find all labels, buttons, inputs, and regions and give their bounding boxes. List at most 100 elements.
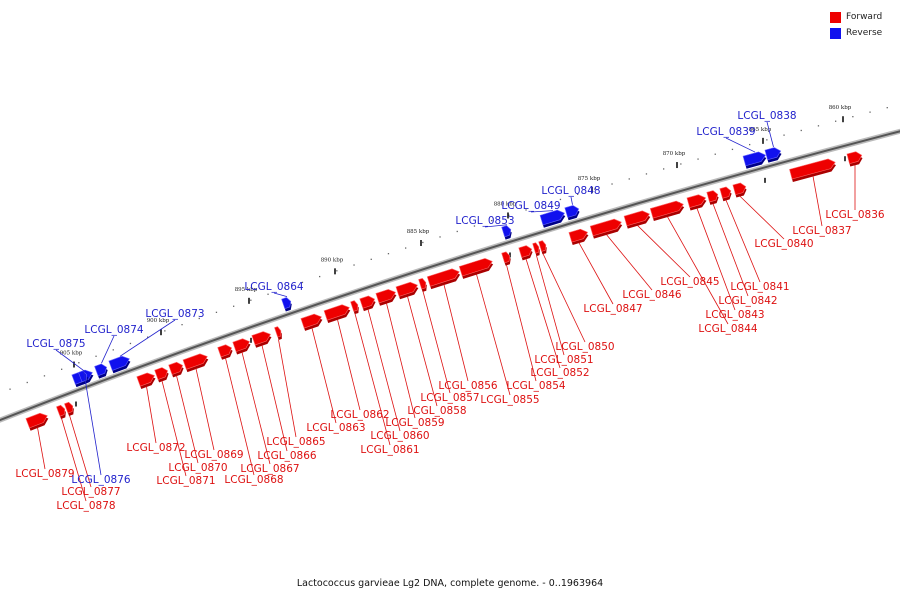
gene-label: LCGL_0858 [407,405,466,417]
leader-line [278,339,297,438]
gene-LCGL_0846[interactable] [589,217,623,239]
gene-LCGL_0842[interactable] [706,190,720,205]
gene-body [518,245,533,258]
gene-LCGL_0878[interactable] [56,404,67,419]
leader-line [578,242,614,305]
minor-tick [611,183,613,185]
gene-LCGL_0867[interactable] [232,337,252,355]
gene-body [719,186,732,199]
leader-line [101,335,115,364]
gene-LCGL_0865[interactable] [274,326,284,340]
minor-tick [164,330,166,332]
minor-tick [731,148,734,151]
gene-label: LCGL_0848 [541,185,600,197]
gene-label: LCGL_0869 [184,449,243,461]
leader-line [354,313,391,446]
gene-label: LCGL_0839 [696,126,755,138]
gene-LCGL_0843[interactable] [686,193,708,211]
minor-tick [439,236,441,238]
gene-label: LCGL_0866 [257,450,316,462]
gene-LCGL_0858[interactable] [395,280,420,300]
gene-LCGL_0868[interactable] [217,343,235,360]
gene-LCGL_0873[interactable] [108,354,132,374]
minor-tick [267,293,269,295]
tick-label: 895 kbp [235,287,258,293]
minor-tick [147,336,149,338]
gene-LCGL_0879[interactable] [25,411,50,431]
leader-line [161,380,187,477]
gene-body [274,326,282,338]
leader-line [261,345,288,452]
gene-label: LCGL_0873 [145,308,204,320]
gene-LCGL_0874[interactable] [94,363,110,379]
leader-line [484,224,508,228]
gene-label: LCGL_0840 [754,238,813,250]
gene-label: LCGL_0849 [501,200,560,212]
gene-body [623,210,650,227]
gene-body [846,151,863,165]
gene-label: LCGL_0860 [370,430,429,442]
gene-body [300,313,322,329]
gene-body [538,240,547,252]
gene-LCGL_0872[interactable] [136,371,157,389]
gene-LCGL_0848[interactable] [564,204,581,221]
gene-label: LCGL_0865 [266,436,325,448]
tick-label: 890 kbp [321,257,344,263]
gene-LCGL_0877[interactable] [64,401,75,416]
gene-LCGL_0850[interactable] [538,240,549,255]
gene-LCGL_0841[interactable] [719,186,733,202]
leader-line [536,255,565,356]
gene-LCGL_0849[interactable] [539,208,567,228]
minor-tick [714,153,716,155]
minor-tick [181,323,183,326]
gene-LCGL_0863[interactable] [300,312,324,331]
gene-LCGL_0864[interactable] [281,297,294,312]
genome-caption: Lactococcus garvieae Lg2 DNA, complete g… [296,578,604,589]
gene-LCGL_0839[interactable] [742,150,768,169]
gene-LCGL_0856[interactable] [426,267,461,290]
leader-line [696,208,736,311]
minor-tick [370,258,372,260]
gene-label: LCGL_0879 [15,468,74,480]
gene-LCGL_0859[interactable] [375,288,398,306]
gene-body [764,147,782,161]
gene-LCGL_0852[interactable] [518,244,534,261]
gene-LCGL_0845[interactable] [623,209,652,229]
gene-LCGL_0837[interactable] [789,157,837,182]
gene-LCGL_0854[interactable] [501,251,513,266]
gene-LCGL_0844[interactable] [649,199,685,222]
gene-label: LCGL_0863 [306,422,365,434]
gene-label: LCGL_0862 [330,409,389,421]
gene-LCGL_0860[interactable] [359,294,377,312]
gene-LCGL_0853[interactable] [501,225,513,240]
minor-tick [835,120,837,122]
gene-LCGL_0851[interactable] [532,242,542,257]
gene-body [25,412,48,429]
gene-LCGL_0857[interactable] [418,277,429,292]
gene-LCGL_0836[interactable] [846,150,864,167]
gene-LCGL_0862[interactable] [323,303,352,324]
leader-line [241,352,271,465]
gene-body [182,353,208,370]
legend-reverse: Reverse [830,25,892,41]
gene-LCGL_0847[interactable] [568,227,590,246]
gene-label: LCGL_0851 [534,354,593,366]
gene-LCGL_0838[interactable] [764,146,783,163]
leader-line [443,284,469,382]
gene-LCGL_0870[interactable] [168,361,186,378]
gene-LCGL_0855[interactable] [458,257,494,279]
gene-LCGL_0861[interactable] [350,300,361,315]
gene-body [589,218,622,237]
gene-LCGL_0866[interactable] [251,330,273,348]
gene-body [732,182,747,196]
gene-LCGL_0840[interactable] [732,182,748,198]
gene-body [501,225,512,238]
gene-LCGL_0869[interactable] [182,352,210,373]
leader-line [407,296,438,407]
gene-LCGL_0871[interactable] [154,366,171,383]
gene-label: LCGL_0842 [718,295,777,307]
minor-tick [250,299,252,301]
leader-line [273,292,288,298]
